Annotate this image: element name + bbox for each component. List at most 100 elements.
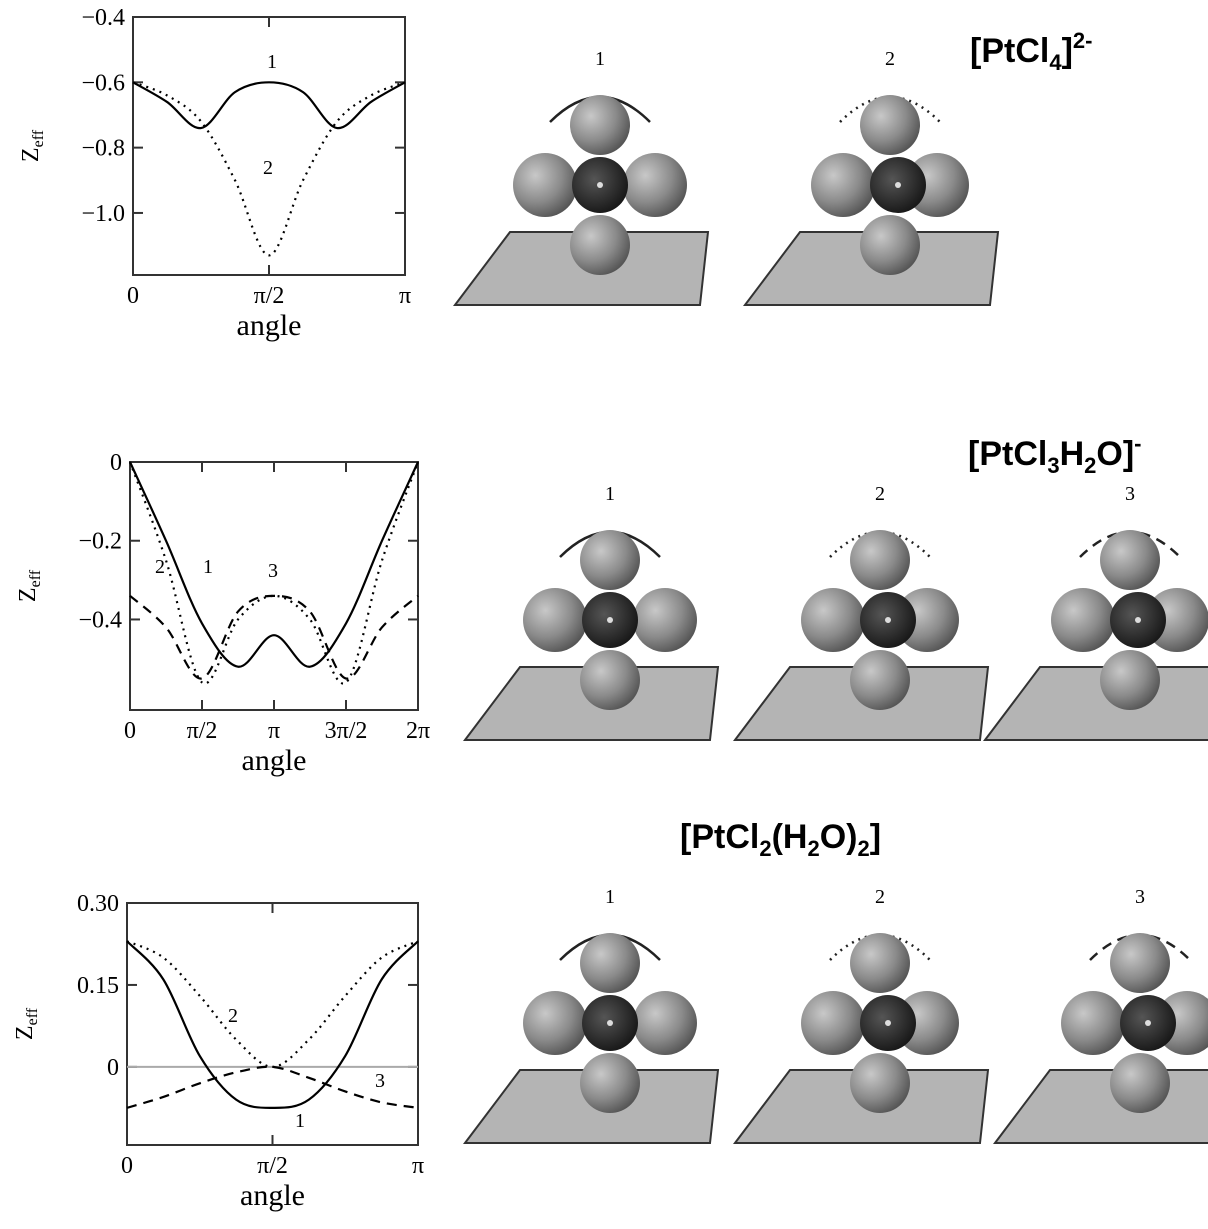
rotation-label: 2	[875, 886, 885, 908]
data-line	[130, 596, 418, 679]
atom	[513, 153, 577, 217]
atom	[811, 153, 875, 217]
x-axis-label: angle	[237, 309, 302, 342]
title-part: 4	[1049, 50, 1062, 75]
title-part: [PtCl	[970, 32, 1049, 70]
y-axis-label: Zeff	[12, 1007, 41, 1040]
y-axis-label-main: Z	[15, 587, 41, 602]
x-axis-label: angle	[240, 1179, 305, 1212]
y-axis-label-sub: eff	[30, 129, 47, 147]
rotation-label: 3	[1125, 483, 1135, 505]
atom	[570, 95, 630, 155]
y-axis-label: Zeff	[15, 569, 44, 602]
atom-center	[1145, 1020, 1151, 1026]
y-axis-label: Zeff	[18, 129, 47, 162]
curve-label: 3	[268, 560, 278, 582]
title-part: H	[1060, 435, 1085, 473]
x-tick-label: 3π/2	[325, 718, 368, 744]
x-tick-label: 0	[121, 1153, 133, 1179]
chart-title: [PtCl3H2O]-	[968, 431, 1142, 478]
x-tick-label: 2π	[406, 718, 430, 744]
title-part: 2-	[1073, 28, 1093, 53]
title-part: ]	[870, 818, 881, 856]
atom-center	[607, 1020, 613, 1026]
chart-title: [PtCl4]2-	[970, 28, 1092, 75]
atom	[580, 1053, 640, 1113]
x-tick-label: π	[412, 1153, 424, 1179]
atom	[580, 650, 640, 710]
atom	[580, 530, 640, 590]
atom	[850, 1053, 910, 1113]
atom	[801, 588, 865, 652]
x-tick-label: π/2	[254, 283, 285, 309]
title-part: 2	[807, 836, 819, 861]
title-part: (H	[772, 818, 808, 856]
atom	[860, 215, 920, 275]
rotation-label: 1	[605, 886, 615, 908]
y-tick-label: 0.15	[77, 973, 119, 999]
title-part: O)	[820, 818, 858, 856]
rotation-label: 2	[875, 483, 885, 505]
data-line	[127, 941, 418, 1067]
atom-center	[885, 617, 891, 623]
curve-label: 3	[375, 1070, 385, 1092]
atom-center	[895, 182, 901, 188]
y-tick-label: −0.4	[78, 607, 122, 633]
atom	[801, 991, 865, 1055]
atom	[580, 933, 640, 993]
x-tick-label: 0	[127, 283, 139, 309]
surface	[995, 1070, 1208, 1143]
y-tick-label: −1.0	[81, 201, 125, 227]
atom	[633, 588, 697, 652]
y-tick-label: −0.8	[81, 136, 125, 162]
atom-center	[597, 182, 603, 188]
y-tick-label: −0.2	[78, 529, 122, 555]
y-axis-label-sub: eff	[24, 1007, 41, 1025]
atom	[1100, 650, 1160, 710]
atom-center	[885, 1020, 891, 1026]
rotation-label: 2	[885, 48, 895, 70]
title-part: ]	[1062, 32, 1073, 70]
atom	[860, 95, 920, 155]
chart-title: [PtCl2(H2O)2]	[680, 818, 881, 861]
atom	[1110, 1053, 1170, 1113]
atom-center	[607, 617, 613, 623]
x-tick-label: π	[268, 718, 280, 744]
title-part: 2	[1084, 453, 1096, 478]
atom-center	[1135, 617, 1141, 623]
data-line	[133, 82, 405, 128]
atom	[850, 933, 910, 993]
y-axis-label-sub: eff	[27, 569, 44, 587]
atom	[570, 215, 630, 275]
curve-label: 2	[228, 1005, 238, 1027]
curve-label: 1	[295, 1110, 305, 1132]
title-part: O]	[1096, 435, 1134, 473]
atom	[623, 153, 687, 217]
atom	[850, 650, 910, 710]
rotation-label: 1	[605, 483, 615, 505]
y-axis-label-main: Z	[18, 147, 44, 162]
x-axis-label: angle	[242, 744, 307, 777]
atom	[1061, 991, 1125, 1055]
y-tick-label: 0	[107, 1055, 119, 1081]
x-tick-label: π/2	[257, 1153, 288, 1179]
figure: −0.4−0.6−0.8−1.00π/2πangleZeff1122[PtCl4…	[0, 0, 1208, 1229]
title-part: 2	[759, 836, 771, 861]
title-part: 2	[858, 836, 870, 861]
rotation-label: 1	[595, 48, 605, 70]
curve-label: 1	[203, 556, 213, 578]
y-tick-label: −0.4	[81, 5, 125, 31]
rotation-label: 3	[1135, 886, 1145, 908]
atom	[523, 991, 587, 1055]
curve-label: 1	[267, 51, 277, 73]
atom	[633, 991, 697, 1055]
x-tick-label: π/2	[187, 718, 218, 744]
atom	[1051, 588, 1115, 652]
title-part: -	[1134, 431, 1141, 456]
atom	[1110, 933, 1170, 993]
title-part: [PtCl	[680, 818, 759, 856]
atom	[523, 588, 587, 652]
